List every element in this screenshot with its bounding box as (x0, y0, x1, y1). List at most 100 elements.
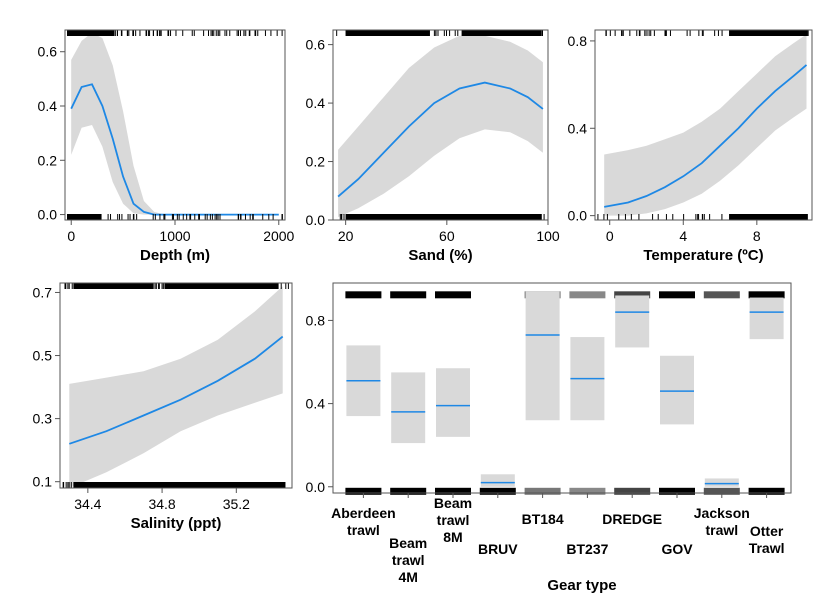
rug-block (345, 487, 382, 495)
plot-frame (332, 29, 549, 221)
x-tick-label: 34.8 (148, 496, 175, 512)
rug-block (614, 487, 651, 495)
rug-block (729, 30, 808, 36)
rug-block (67, 214, 102, 220)
confidence-band (338, 35, 543, 218)
panel-2: 0.0 0.4 0.8 0 4 8 Temperature (ºC) (568, 29, 813, 264)
category-label: Aberdeen trawl (331, 505, 396, 538)
rug-block (345, 214, 542, 220)
confidence-box (391, 372, 426, 444)
rug-block (524, 487, 561, 495)
confidence-box (436, 368, 470, 437)
fitted-line (69, 335, 284, 445)
category-label-line: Beam (434, 495, 472, 511)
category-label-line: GOV (661, 541, 693, 557)
confidence-box (525, 291, 560, 421)
category-label-line: Beam (389, 535, 427, 551)
plot-frame (332, 282, 792, 494)
y-tick-label: 0.4 (306, 95, 326, 111)
category-label-line: BT237 (566, 541, 608, 557)
y-tick-label: 0.7 (33, 284, 53, 300)
confidence-box (480, 474, 515, 487)
x-axis-title: Depth (m) (140, 247, 210, 264)
y-tick-label: 0.6 (38, 44, 58, 60)
category-label-line: DREDGE (602, 511, 662, 527)
panel-0: 0.0 0.2 0.4 0.6 0 1000 2000 Depth (m) (38, 29, 295, 264)
category-label-line: BT184 (522, 511, 564, 527)
x-tick-label: 0 (606, 228, 614, 244)
rug-block (164, 283, 279, 289)
category-label-line: trawl (392, 552, 425, 568)
x-axis-title: Temperature (ºC) (643, 247, 763, 264)
x-tick-label: 0 (67, 228, 75, 244)
rug-block (479, 487, 516, 495)
y-tick-label: 0.8 (306, 312, 326, 328)
category-label-line: trawl (705, 522, 738, 538)
category-label: Beam trawl 4M (389, 535, 427, 585)
y-tick-label: 0.4 (306, 396, 326, 412)
x-axis-title: Sand (%) (408, 247, 472, 264)
rug-block (73, 482, 286, 488)
y-tick-label: 0.6 (306, 37, 326, 53)
category-label: GOV (661, 541, 693, 557)
category-label-line: Trawl (749, 540, 785, 556)
category-label-line: BRUV (478, 541, 518, 557)
category-label: Beam trawl 8M (434, 495, 472, 545)
x-tick-label: 100 (536, 228, 560, 244)
y-tick-label: 0.0 (38, 207, 58, 223)
x-tick-label: 35.2 (223, 496, 250, 512)
confidence-box (615, 295, 650, 348)
rug-block (748, 291, 785, 299)
rug-block (345, 291, 382, 299)
rug-block (748, 487, 785, 495)
y-tick-label: 0.1 (33, 474, 53, 490)
rug-block (703, 487, 740, 495)
x-tick-label: 8 (753, 228, 761, 244)
category-label: Jackson trawl (694, 505, 750, 538)
fitted-line (604, 64, 808, 208)
confidence-band (604, 34, 807, 216)
category-label: Otter Trawl (749, 523, 785, 556)
rug-block (390, 487, 427, 495)
y-tick-label: 0.0 (568, 208, 588, 224)
x-axis-title: Gear type (547, 577, 616, 594)
confidence-box (749, 297, 784, 340)
category-label-line: 8M (443, 529, 462, 545)
y-tick-label: 0.4 (38, 98, 58, 114)
y-tick-label: 0.8 (568, 33, 588, 49)
category-label: DREDGE (602, 511, 662, 527)
confidence-box (704, 478, 739, 487)
x-tick-label: 1000 (159, 228, 190, 244)
x-tick-label: 34.4 (74, 496, 101, 512)
rug-block (659, 291, 695, 299)
rug-block (435, 487, 471, 495)
x-tick-label: 2000 (263, 228, 294, 244)
confidence-band (71, 32, 279, 215)
y-tick-label: 0.3 (33, 411, 53, 427)
panel-1: 0.0 0.2 0.4 0.6 20 60 100 Sand (%) (306, 29, 560, 264)
plot-frame (59, 282, 293, 489)
plot-frame (594, 29, 813, 221)
x-axis-title: Salinity (ppt) (131, 515, 222, 532)
rug-block (461, 30, 542, 36)
rug-block (659, 487, 695, 495)
rug-block (569, 291, 606, 299)
x-tick-label: 20 (338, 228, 354, 244)
category-label-line: 4M (398, 569, 417, 585)
rug-block (390, 291, 427, 299)
rug-block (614, 291, 651, 299)
confidence-box (660, 355, 694, 425)
category-label-line: trawl (437, 512, 470, 528)
y-tick-label: 0.2 (306, 154, 326, 170)
category-label-line: Aberdeen (331, 505, 396, 521)
confidence-band (69, 286, 283, 488)
rug-block (703, 291, 740, 299)
y-tick-label: 0.0 (306, 212, 326, 228)
category-label: BT237 (566, 541, 608, 557)
category-label: BT184 (522, 511, 564, 527)
category-label-line: Otter (750, 523, 784, 539)
fitted-line (70, 83, 279, 216)
